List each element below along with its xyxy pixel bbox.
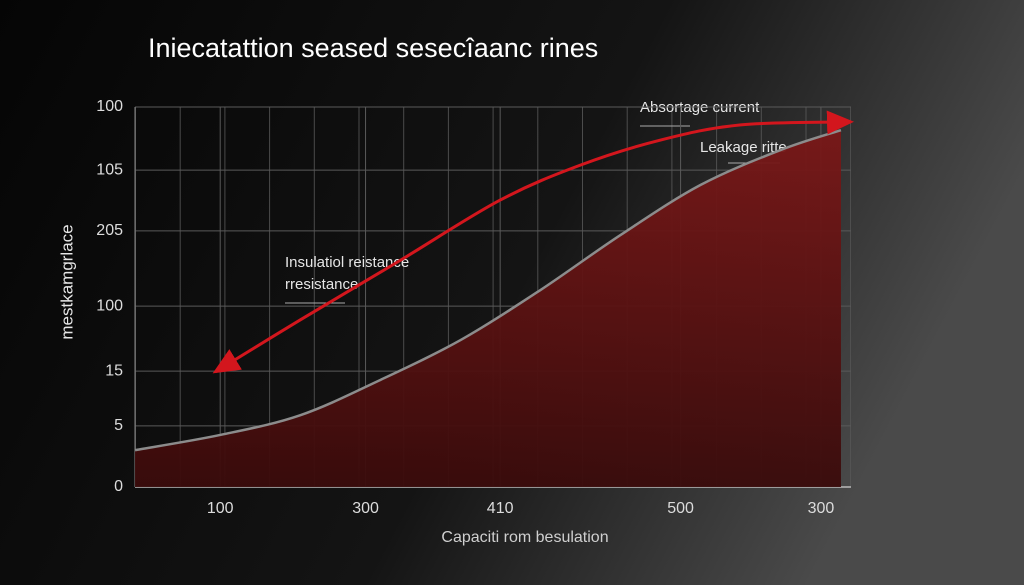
x-tick-label: 500	[667, 500, 694, 517]
x-axis-label: Capaciti rom besulation	[441, 529, 608, 546]
y-tick-label: 100	[96, 297, 123, 314]
x-tick-label: 300	[352, 500, 379, 517]
y-tick-label: 0	[114, 478, 123, 495]
x-tick-label: 410	[487, 500, 514, 517]
annotation: Insulatiol reistance	[285, 254, 409, 271]
y-tick-label: 5	[114, 417, 123, 434]
line	[212, 110, 854, 374]
y-axis-label: mestkamgrlace	[57, 224, 76, 339]
x-tick-label: 100	[207, 500, 234, 517]
y-tick-label: 205	[96, 222, 123, 239]
y-tick-label: 105	[96, 161, 123, 178]
x-tick-label: 300	[808, 500, 835, 517]
y-tick-label: 15	[105, 362, 123, 379]
y-tick-label: 100	[96, 98, 123, 115]
chart-title: Iniecatattion seased sesecîaanc rines	[148, 33, 598, 63]
